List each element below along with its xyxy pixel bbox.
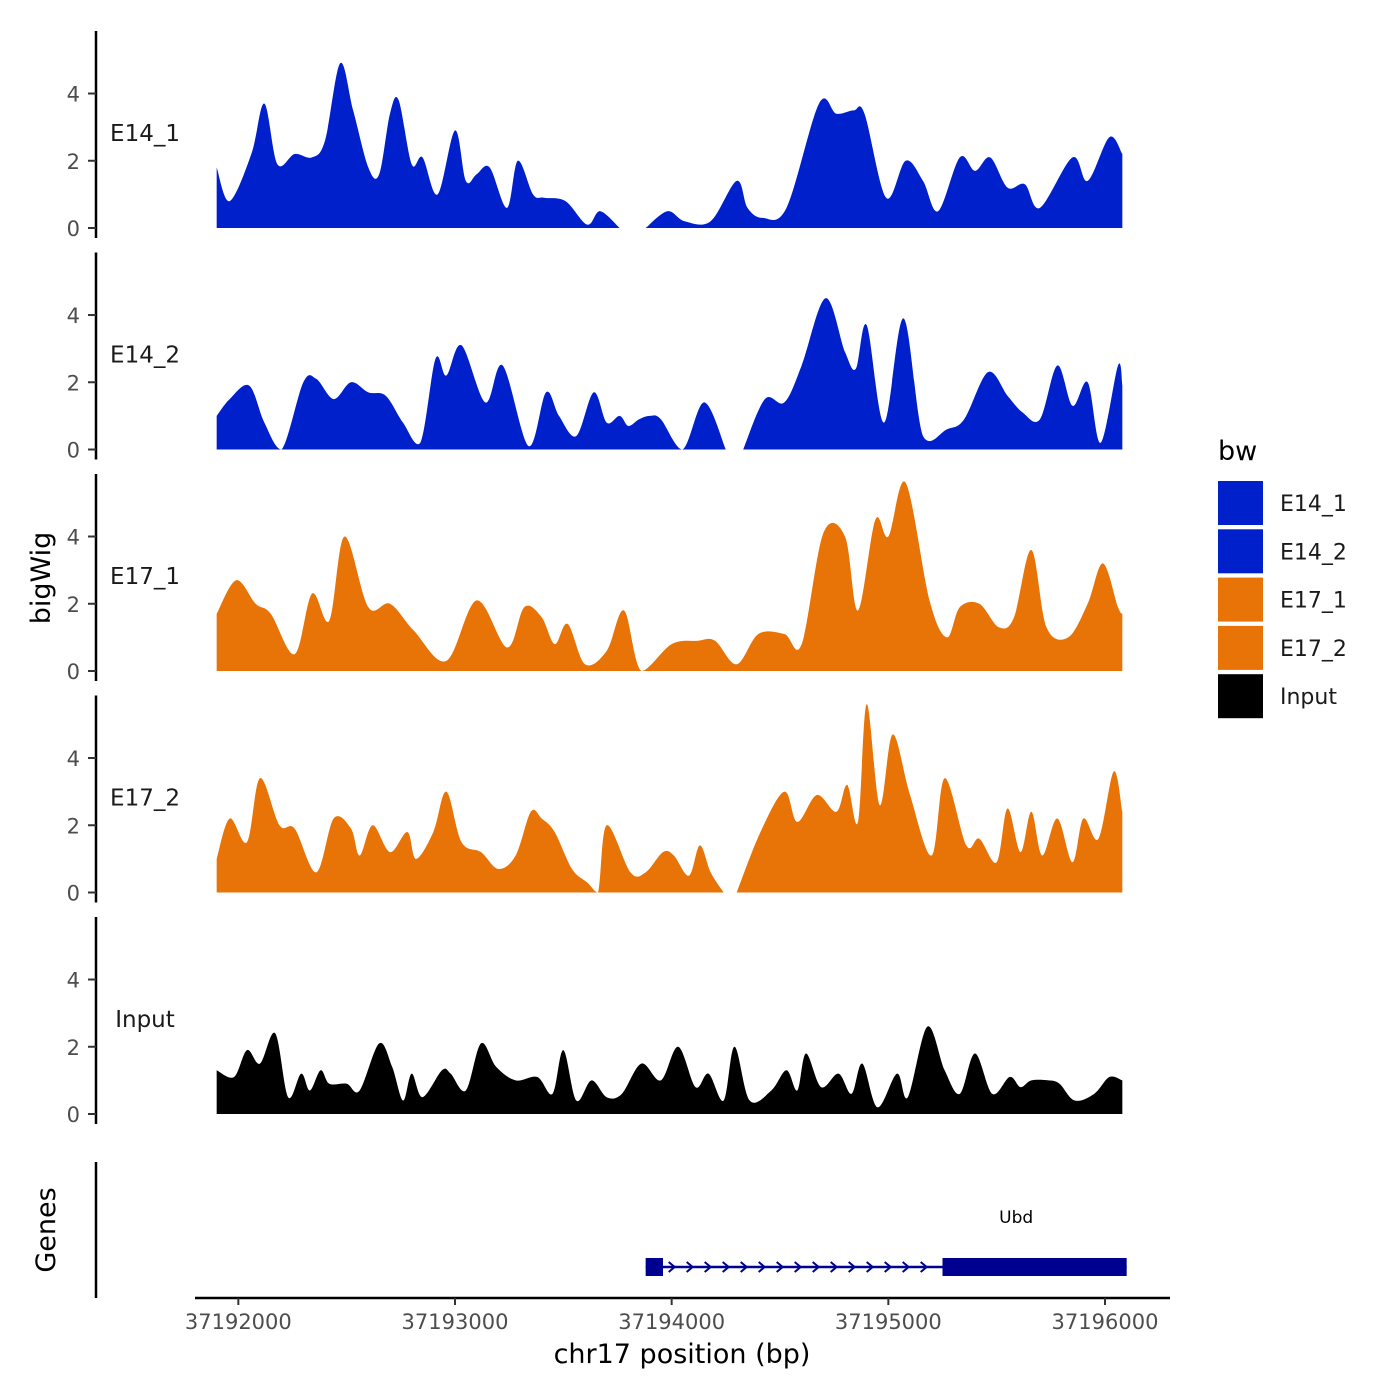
strand-arrow: [758, 1261, 767, 1273]
y-tick-label: 2: [67, 371, 80, 395]
y-tick-label: 0: [67, 660, 80, 684]
gene-name-label: Ubd: [999, 1208, 1033, 1228]
legend-swatch: [1218, 529, 1263, 574]
strand-arrow: [776, 1261, 785, 1273]
strand-arrow: [812, 1261, 821, 1273]
legend-title: bw: [1218, 436, 1257, 467]
strand-arrow: [668, 1261, 677, 1273]
y-axis-title: bigWig: [26, 532, 57, 625]
strand-arrow: [686, 1261, 695, 1273]
track-E17_1: 0 2 4 E17_1: [67, 474, 1123, 684]
x-axis: 37192000 37193000 37194000 37195000 37196000…: [185, 1296, 1170, 1370]
coverage-area-E17_2: [216, 778, 724, 893]
coverage-area-E14_1: [645, 98, 1123, 228]
strand-arrow: [848, 1261, 857, 1273]
y-tick-label: 0: [67, 439, 80, 463]
track-Input: 0 2 4 Input: [67, 917, 1123, 1127]
coverage-area-E17_2: [736, 704, 1123, 893]
x-tick-label: 37192000: [185, 1310, 292, 1334]
track-E14_1: 0 2 4 E14_1: [67, 31, 1123, 241]
strand-arrow: [902, 1261, 911, 1273]
strand-arrow: [740, 1261, 749, 1273]
legend-label: E17_1: [1280, 589, 1347, 614]
gene-track-label: Genes: [31, 1187, 62, 1272]
y-tick-label: 0: [67, 217, 80, 241]
y-tick-label: 2: [67, 814, 80, 838]
y-tick-label: 4: [67, 304, 80, 328]
gene-track: Genes Ubd: [31, 1162, 1127, 1298]
coverage-area-E14_1: [216, 62, 620, 229]
gene-exon: [645, 1258, 663, 1276]
strand-arrow: [830, 1261, 839, 1273]
coverage-tracks: 0 2 4 E14_1 0 2 4 E14_2 0 2 4 E17_1 0 2 4 E17_2 0 2 4 Input: [67, 31, 1123, 1127]
legend-swatch: [1218, 625, 1263, 670]
x-tick-label: 37193000: [402, 1310, 509, 1334]
coverage-area-E17_1: [216, 481, 1123, 671]
strand-arrow: [866, 1261, 875, 1273]
track-label: E17_1: [110, 564, 180, 590]
strand-arrow: [722, 1261, 731, 1273]
x-axis-title: chr17 position (bp): [554, 1339, 811, 1370]
strand-arrow: [884, 1261, 893, 1273]
legend-swatch: [1218, 577, 1263, 622]
track-label: E14_2: [110, 343, 180, 369]
strand-arrow: [920, 1261, 929, 1273]
legend-entries: E14_1 E14_2 E17_1 E17_2 Input: [1218, 481, 1347, 719]
x-axis-ticks: 37192000 37193000 37194000 37195000 37196000: [185, 1298, 1159, 1334]
x-tick-label: 37196000: [1052, 1310, 1159, 1334]
y-tick-label: 4: [67, 526, 80, 550]
gene-model: [645, 1258, 1127, 1276]
strand-arrow: [704, 1261, 713, 1273]
legend: bw E14_1 E14_2 E17_1 E17_2 Input: [1218, 436, 1347, 719]
track-E17_2: 0 2 4 E17_2: [67, 695, 1123, 906]
legend-swatch: [1218, 481, 1263, 525]
coverage-area-E14_2: [216, 344, 726, 450]
y-tick-label: 4: [67, 969, 80, 993]
y-tick-label: 4: [67, 83, 80, 107]
coverage-area-E14_2: [743, 298, 1123, 450]
y-tick-label: 0: [67, 882, 80, 906]
legend-swatch: [1218, 674, 1263, 719]
y-tick-label: 0: [67, 1103, 80, 1127]
legend-label: E17_2: [1280, 637, 1347, 662]
y-tick-label: 2: [67, 593, 80, 617]
strand-arrow: [794, 1261, 803, 1273]
y-tick-label: 2: [67, 1036, 80, 1060]
coverage-area-Input: [216, 1026, 1123, 1114]
x-tick-label: 37195000: [835, 1310, 942, 1334]
legend-label: E14_2: [1280, 540, 1347, 565]
y-tick-label: 4: [67, 747, 80, 771]
legend-label: Input: [1280, 685, 1337, 710]
legend-label: E14_1: [1280, 492, 1347, 517]
track-label: Input: [115, 1007, 175, 1033]
y-tick-label: 2: [67, 150, 80, 174]
track-label: E14_1: [110, 121, 180, 147]
track-label: E17_2: [110, 786, 180, 812]
x-tick-label: 37194000: [618, 1310, 725, 1334]
track-E14_2: 0 2 4 E14_2: [67, 252, 1123, 463]
gene-exon: [942, 1258, 1127, 1276]
